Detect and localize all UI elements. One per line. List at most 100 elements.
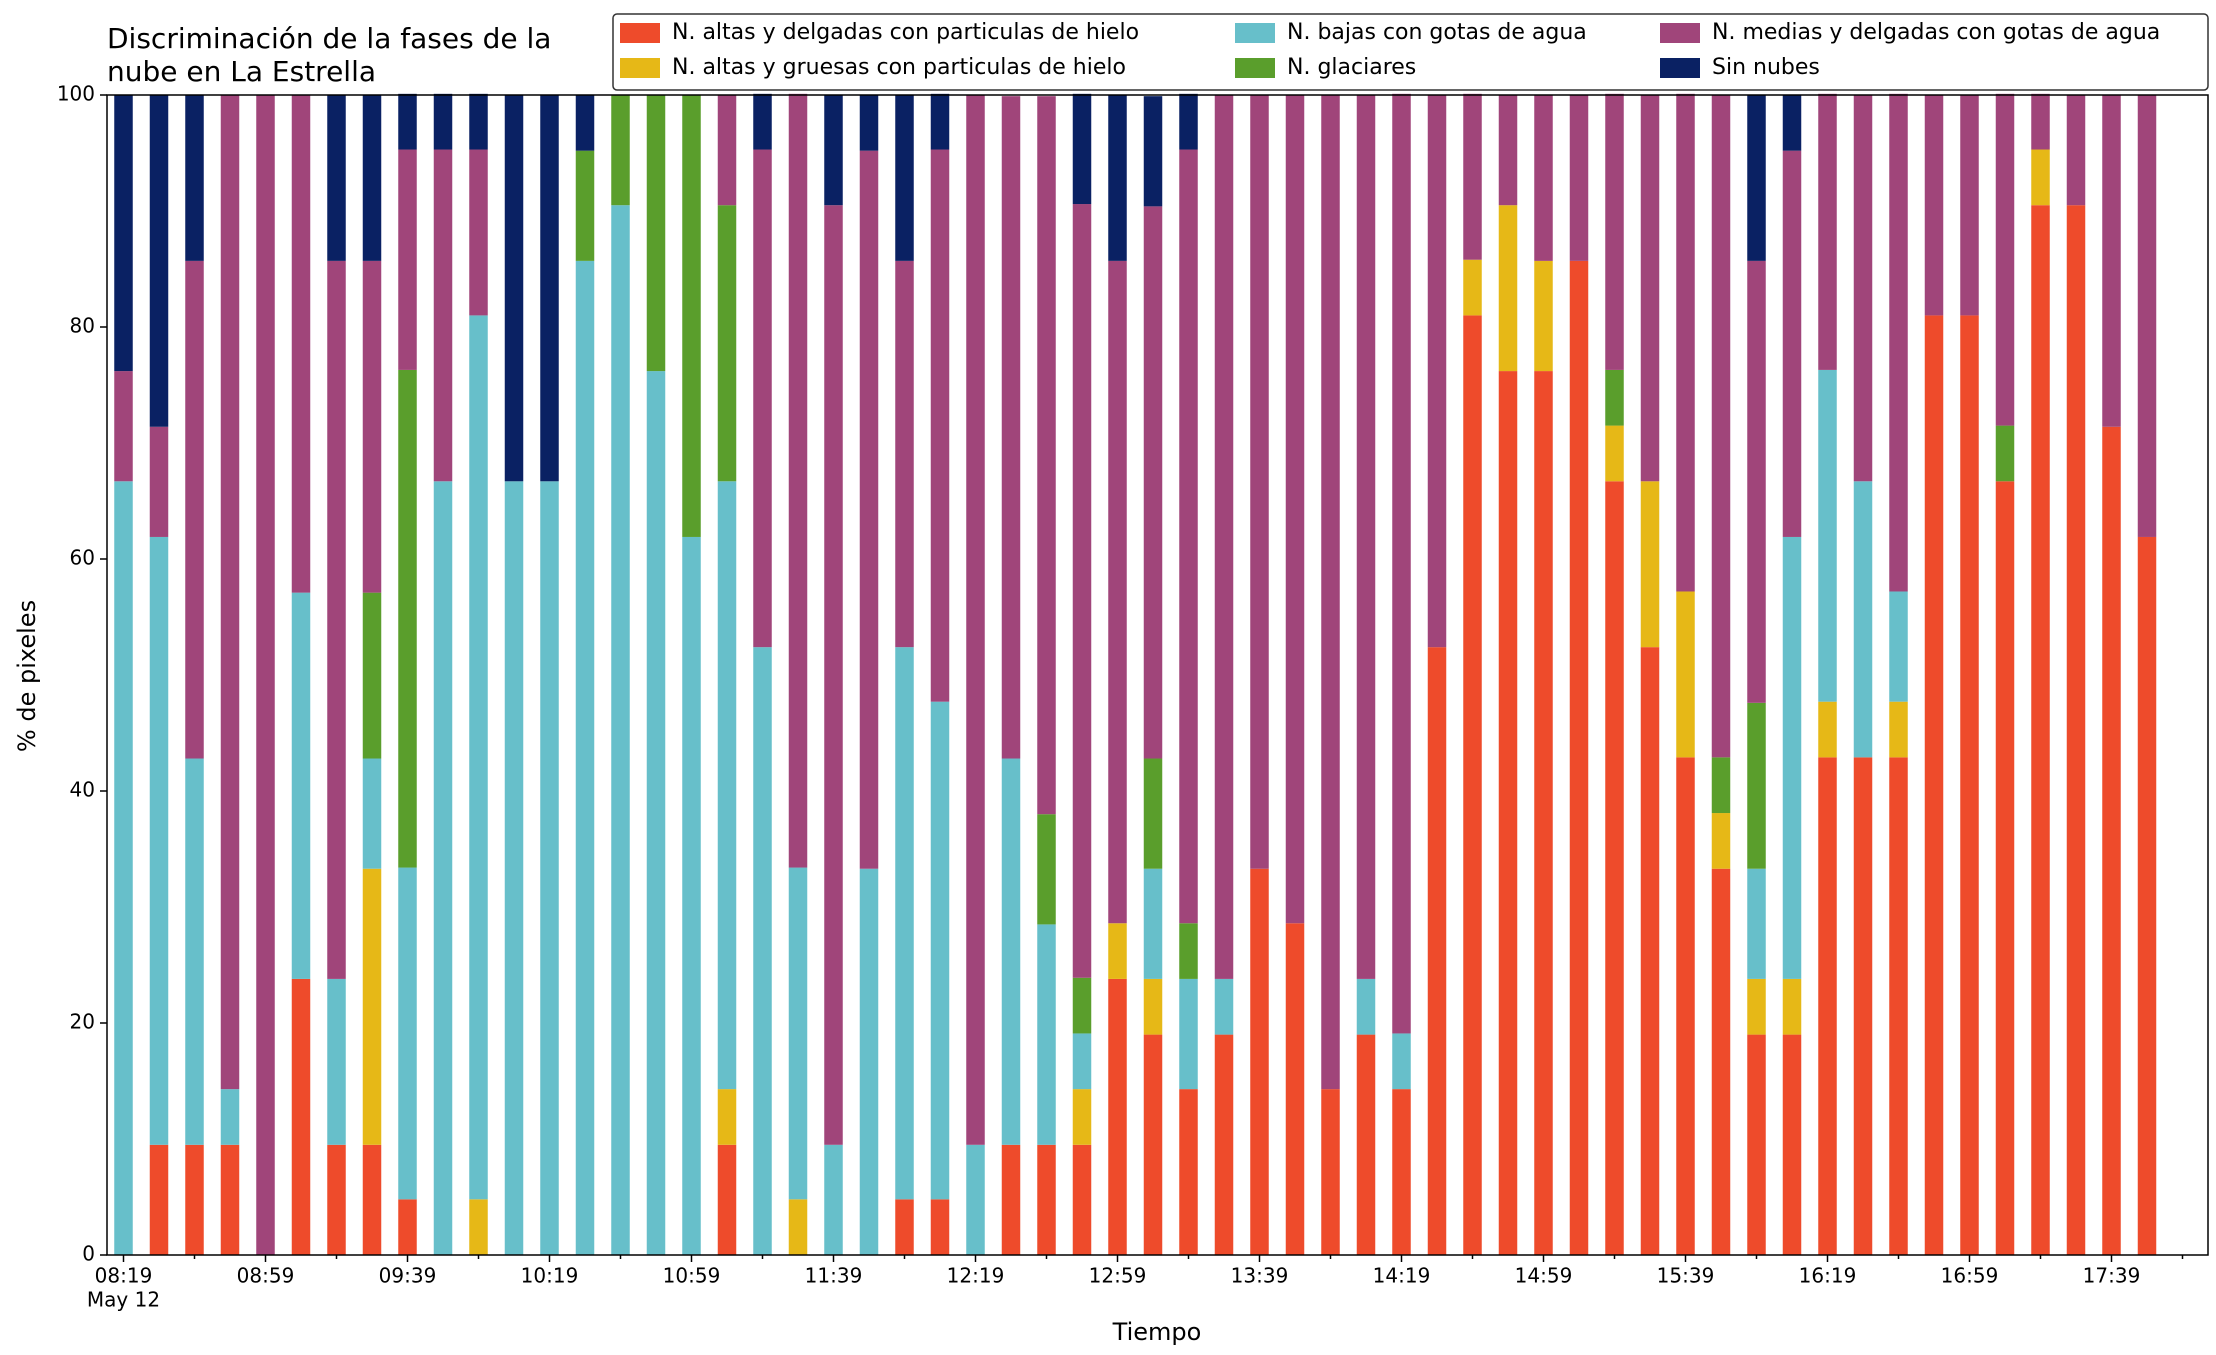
bar-segment — [717, 95, 737, 206]
bar-segment — [504, 95, 524, 482]
y-tick-label: 0 — [82, 1242, 95, 1266]
bar-segment — [2137, 95, 2157, 537]
bar-segment — [398, 1199, 417, 1255]
bar-segment — [1605, 425, 1624, 482]
x-tick-label: 15:39 — [1657, 1264, 1715, 1288]
bar-segment — [895, 95, 914, 261]
bar-segment — [1853, 481, 1873, 758]
bar-segment — [2066, 205, 2086, 1256]
bar-segment — [575, 260, 595, 1255]
bar-segment — [1498, 371, 1518, 1256]
bar-segment — [788, 1199, 808, 1255]
legend-label: N. altas y delgadas con particulas de hi… — [672, 20, 1139, 45]
bar-segment — [1392, 93, 1411, 1034]
bar-segment — [1711, 95, 1731, 758]
bar-segment — [1534, 95, 1553, 261]
bar-segment — [1072, 204, 1092, 978]
y-tick-label: 100 — [57, 82, 95, 106]
bar-segment — [930, 93, 950, 150]
bar-segment — [1108, 923, 1127, 979]
bar-segment — [220, 95, 240, 1090]
bar-segment — [2031, 93, 2050, 150]
bar-segment — [1747, 95, 1766, 261]
bar-segment — [469, 315, 488, 1200]
bar-segment — [1072, 1144, 1092, 1255]
bar-segment — [1143, 758, 1163, 869]
bar-segment — [859, 150, 879, 869]
bar-segment — [1853, 757, 1873, 1255]
bar-segment — [611, 205, 630, 1256]
bar-segment — [930, 1199, 950, 1255]
bar-segment — [1463, 259, 1482, 316]
bar-segment — [327, 1144, 346, 1255]
bar-segment — [1747, 260, 1766, 703]
bar-segment — [1037, 924, 1056, 1145]
y-axis-label: % de pixeles — [13, 600, 41, 752]
bar-segment — [1143, 1034, 1163, 1255]
x-tick-label: 10:59 — [663, 1264, 721, 1288]
legend-box — [612, 13, 2209, 91]
bar-segment — [824, 205, 843, 1145]
bar-segment — [1605, 369, 1624, 426]
bar-segment — [1072, 977, 1092, 1034]
bar-segment — [327, 260, 346, 979]
legend-label: N. altas y gruesas con particulas de hie… — [672, 55, 1126, 80]
bar-segment — [1250, 868, 1269, 1255]
bar-segment — [1640, 481, 1660, 648]
bar-segment — [1960, 315, 1979, 1255]
bar-segment — [362, 260, 382, 593]
bar-segment — [2066, 95, 2086, 206]
chart-title: Discriminación de la fases de la — [107, 22, 551, 55]
bar-segment — [504, 481, 524, 1255]
bar-segment — [1782, 1034, 1802, 1255]
bar-segment — [575, 95, 595, 151]
bar-segment — [753, 93, 772, 150]
bar-segment — [362, 758, 382, 869]
legend-swatch — [1235, 23, 1275, 43]
bar-segment — [1356, 1034, 1376, 1255]
bar-segment — [1001, 1144, 1021, 1255]
bar-segment — [1889, 93, 1908, 592]
bar-segment — [1889, 701, 1908, 758]
bar-segment — [1427, 95, 1447, 648]
bar-segment — [1037, 1144, 1056, 1255]
bar-segment — [398, 93, 417, 150]
x-tick-label: 14:19 — [1373, 1264, 1431, 1288]
bar-segment — [717, 481, 737, 1090]
bar-segment — [1995, 93, 2015, 426]
bar-segment — [895, 647, 914, 1200]
bar-segment — [1889, 591, 1908, 702]
plot-frame — [106, 94, 2209, 1256]
bar-segment — [575, 150, 595, 261]
bar-segment — [1143, 978, 1163, 1035]
bar-segment — [1285, 923, 1305, 1255]
bar-segment — [469, 93, 488, 150]
x-tick-label: 17:39 — [2083, 1264, 2141, 1288]
bar-segment — [1995, 425, 2015, 482]
chart-title: nube en La Estrella — [107, 55, 376, 88]
bar-segment — [1889, 757, 1908, 1255]
bar-segment — [1534, 371, 1553, 1256]
bar-segment — [1747, 1034, 1766, 1255]
bar-segment — [1676, 757, 1695, 1255]
bar-segment — [114, 95, 133, 372]
bar-segment — [185, 758, 204, 1145]
legend-swatch — [1660, 58, 1700, 78]
bar-segment — [859, 95, 879, 151]
bar-segment — [2137, 536, 2157, 1255]
bar-segment — [1747, 978, 1766, 1035]
bar-segment — [256, 95, 275, 1255]
bar-segment — [1392, 1089, 1411, 1255]
bar-segment — [1995, 481, 2015, 1255]
bar-segment — [362, 1144, 382, 1255]
bar-segment — [149, 536, 169, 1145]
bar-segment — [1534, 260, 1553, 372]
x-tick-label: 09:39 — [379, 1264, 437, 1288]
bar-segment — [1711, 757, 1731, 814]
bar-segment — [1924, 95, 1944, 316]
bar-segment — [1498, 95, 1518, 206]
bar-segment — [753, 149, 772, 648]
bar-segment — [1569, 95, 1589, 261]
bar-segment — [1072, 1089, 1092, 1145]
bar-segment — [1676, 591, 1695, 758]
